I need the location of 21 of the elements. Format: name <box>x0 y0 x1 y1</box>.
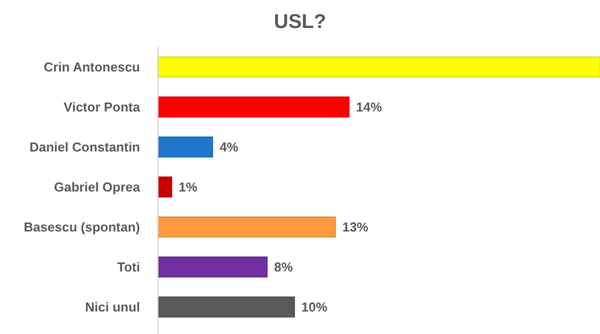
bar <box>158 56 600 78</box>
y-tick-label: Toti <box>117 260 140 275</box>
y-tick-label: Nici unul <box>85 300 140 315</box>
y-tick-label: Victor Ponta <box>64 100 141 115</box>
y-tick-label: Daniel Constantin <box>29 140 140 155</box>
data-label: 4% <box>220 140 239 155</box>
y-tick-label: Gabriel Oprea <box>54 180 141 195</box>
bar <box>158 216 336 238</box>
y-tick-label: Crin Antonescu <box>44 60 140 75</box>
data-label: 1% <box>178 180 198 195</box>
data-label: 13% <box>342 220 369 235</box>
data-label: 14% <box>356 100 382 115</box>
bar <box>158 96 350 118</box>
data-label: 8% <box>274 260 294 275</box>
bar <box>158 256 268 278</box>
bar <box>158 176 172 198</box>
bar <box>158 136 214 158</box>
chart-title: USL? <box>274 11 326 33</box>
y-tick-label: Basescu (spontan) <box>24 220 140 235</box>
bar <box>158 296 295 318</box>
data-label: 10% <box>301 300 328 315</box>
